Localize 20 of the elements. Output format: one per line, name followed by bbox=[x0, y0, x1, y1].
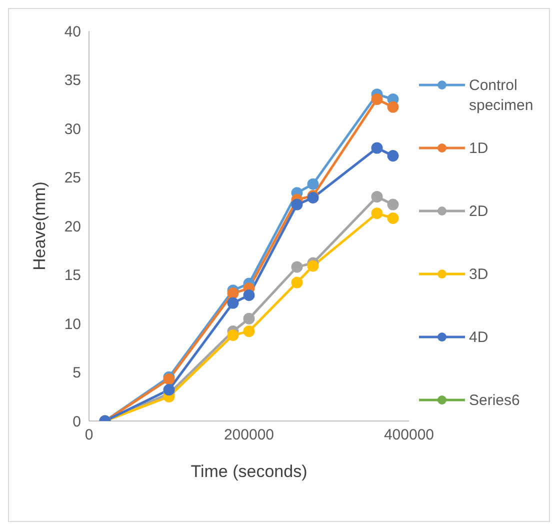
y-tick-label: 25 bbox=[64, 170, 81, 187]
y-tick-label: 0 bbox=[72, 413, 81, 430]
y-tick-label: 5 bbox=[72, 364, 81, 382]
y-tick-label: 15 bbox=[64, 267, 81, 284]
x-tick-label: 200000 bbox=[224, 426, 274, 444]
x-tick-label: 0 bbox=[84, 426, 94, 444]
x-axis-title: Time (seconds) bbox=[190, 462, 308, 481]
legend-label: 1D bbox=[469, 139, 490, 159]
y-axis-title: Heave(mm) bbox=[30, 182, 50, 270]
legend-label: 2D bbox=[469, 202, 490, 222]
y-tick-label: 10 bbox=[64, 316, 81, 333]
y-tick-label: 20 bbox=[64, 218, 81, 236]
legend-label: 3D bbox=[469, 265, 490, 285]
legend-label: Control specimen bbox=[469, 76, 534, 116]
y-tick-label: 40 bbox=[64, 23, 81, 40]
y-tick-label: 30 bbox=[64, 120, 81, 138]
legend-label: 4D bbox=[469, 328, 490, 348]
legend-label: Series6 bbox=[469, 391, 521, 411]
x-tick-label: 400000 bbox=[384, 426, 434, 444]
y-tick-label: 35 bbox=[64, 72, 81, 90]
